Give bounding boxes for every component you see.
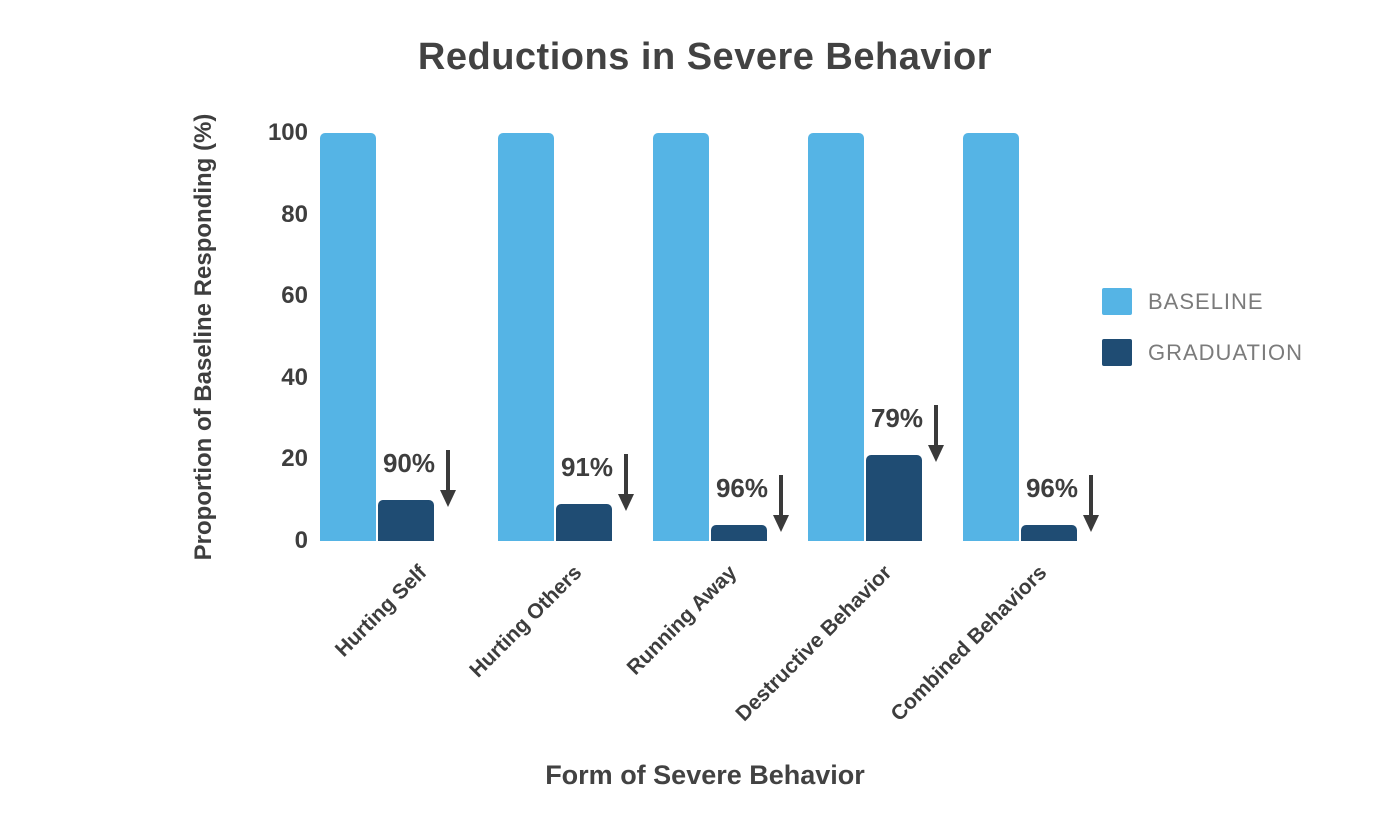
reduction-percent-label: 96% xyxy=(715,472,768,503)
bar-group-destructive-behavior: 96% xyxy=(963,133,1099,541)
legend-item-graduation: GRADUATION xyxy=(1102,339,1303,366)
x-tick-label: Hurting Others xyxy=(465,561,587,683)
x-axis-title: Form of Severe Behavior xyxy=(545,760,865,790)
graduation-bar xyxy=(1021,524,1077,541)
y-tick-label: 100 xyxy=(267,119,308,146)
x-tick-label: Hurting Self xyxy=(330,561,432,662)
reduction-percent-label: 79% xyxy=(870,403,923,434)
y-axis-title: Proportion of Baseline Responding (%) xyxy=(190,113,217,561)
y-axis-ticks: 100 80 60 40 20 0 xyxy=(238,119,308,554)
chart-title: Reductions in Severe Behavior xyxy=(417,36,993,78)
legend-label: GRADUATION xyxy=(1148,339,1304,365)
graduation-bar xyxy=(711,524,767,541)
plot-area: 100 80 60 40 20 0 91% 96% xyxy=(268,119,1099,726)
reduction-annotation: 96% xyxy=(1025,472,1099,533)
reduction-percent-label: 91% xyxy=(560,452,613,483)
x-tick-label: Running Away xyxy=(622,561,742,680)
graduation-swatch-icon xyxy=(1102,339,1132,366)
x-axis-ticks: Hurting Self Hurting Others Running Away… xyxy=(320,541,1090,761)
baseline-bar xyxy=(963,133,1019,541)
reduction-percent-label: 90% xyxy=(382,448,435,479)
y-tick-label: 20 xyxy=(281,445,308,473)
graduation-bar xyxy=(866,455,922,541)
graduation-bar xyxy=(378,500,434,541)
baseline-bar xyxy=(320,133,376,541)
bar-group-hurting-self: 91% xyxy=(498,133,634,541)
legend-item-baseline: BASELINE xyxy=(1102,288,1303,315)
graduation-bar xyxy=(556,504,612,541)
down-arrow-icon xyxy=(1083,474,1099,532)
down-arrow-icon xyxy=(618,454,634,512)
y-tick-label: 40 xyxy=(281,363,308,391)
bar-group-running-away: 79% xyxy=(808,133,944,541)
down-arrow-icon xyxy=(928,405,944,463)
y-tick-label: 80 xyxy=(281,200,308,228)
legend: BASELINE GRADUATION xyxy=(1102,288,1303,390)
down-arrow-icon xyxy=(773,474,789,532)
reduction-annotation: 96% xyxy=(715,472,789,533)
down-arrow-icon xyxy=(440,450,456,508)
legend-label: BASELINE xyxy=(1148,288,1264,314)
baseline-bar xyxy=(808,133,864,541)
baseline-bar xyxy=(498,133,554,541)
y-tick-label: 60 xyxy=(281,282,308,310)
baseline-bar xyxy=(653,133,709,541)
x-tick-label: Combined Behaviors xyxy=(886,561,1052,726)
reduction-annotation: 91% xyxy=(560,452,634,512)
baseline-swatch-icon xyxy=(1102,288,1132,315)
bar-group-combined-behaviors: 90% xyxy=(320,133,456,541)
y-tick-label: 0 xyxy=(294,527,308,554)
reduction-annotation: 90% xyxy=(382,448,456,508)
reduction-annotation: 79% xyxy=(871,405,944,463)
bar-group-hurting-others: 96% xyxy=(653,133,789,541)
reduction-percent-label: 96% xyxy=(1025,472,1078,503)
x-tick-label: Destructive Behavior xyxy=(731,561,897,726)
